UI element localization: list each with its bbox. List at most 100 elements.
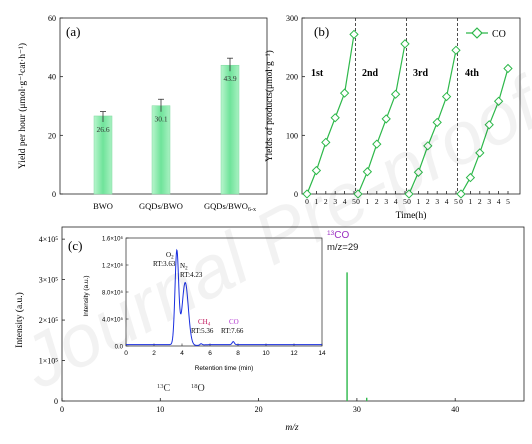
x-tick-label: 1 xyxy=(417,197,421,206)
panel-b-label: (b) xyxy=(314,24,329,39)
data-point xyxy=(330,113,340,123)
panel-a-ylabel: Yield per hour (μmol·g⁻¹cat·h⁻¹) xyxy=(17,43,28,169)
x-tick-label: 0 xyxy=(60,405,64,414)
peak-label-ch4: CH4 xyxy=(198,318,211,328)
data-point xyxy=(503,63,513,74)
panel-b-legend: CO xyxy=(466,27,506,40)
inset-x-tick-label: 14 xyxy=(318,350,326,357)
data-point xyxy=(321,137,331,148)
cycle-label: 4th xyxy=(465,68,479,79)
data-point xyxy=(465,172,476,183)
inset-ylabel: Intensity (a.u.) xyxy=(83,275,90,316)
x-tick-label: 20 xyxy=(255,405,263,414)
x-tick-label: 3 xyxy=(384,197,388,206)
data-point xyxy=(484,120,494,130)
inset-y-tick-label: 8.0×10⁵ xyxy=(102,290,124,297)
inset-x-tick-label: 2 xyxy=(152,350,156,357)
data-point xyxy=(400,39,410,49)
panel-b: (b) Yields of products(μmol·g⁻¹) Time(h)… xyxy=(264,14,521,221)
data-point xyxy=(302,189,312,199)
inset-x-tick-label: 10 xyxy=(262,350,270,357)
y-tick-label: 20 xyxy=(48,131,56,140)
panel-a-xlabels: BWO GQDs/BWO GQDs/BWO6-x xyxy=(93,201,256,213)
inset-yticks: 0.0 4.0×10⁵ 8.0×10⁵ 1.2×10⁶ 1.6×10⁶ xyxy=(102,236,129,351)
panel-c-peaks xyxy=(346,272,368,401)
series-line xyxy=(408,50,457,195)
x-tick-label: 40 xyxy=(451,405,459,414)
series-line xyxy=(357,43,406,195)
inset-x-tick-label: 8 xyxy=(236,350,240,357)
data-point xyxy=(339,88,350,98)
x-tick-label: 5 xyxy=(506,197,510,206)
x-tick-label: 0 xyxy=(407,197,411,206)
bar-value-label: 26.6 xyxy=(96,125,109,134)
x-category-label: GQDs/BWO6-x xyxy=(204,201,256,213)
panel-c-annotations: 13CO m/z=29 13C 18O xyxy=(157,230,358,394)
y-tick-label: 100 xyxy=(286,131,298,140)
panel-c-yticks: 0 1×10⁵ 2×10⁵ 3×10⁵ 4×10⁵ xyxy=(39,235,65,406)
x-tick-label: 1 xyxy=(315,197,319,206)
panel-c-frame xyxy=(61,226,525,402)
y-tick-label: 40 xyxy=(48,73,56,82)
y-tick-label: 0 xyxy=(52,190,56,199)
panel-b-cycle-labels: 1st 2nd 3rd 4th xyxy=(311,68,479,79)
x-tick-label: 5 xyxy=(454,197,458,206)
data-point xyxy=(390,89,401,99)
cycle-label: 1st xyxy=(311,68,324,79)
inset-x-tick-label: 0 xyxy=(124,350,128,357)
peak-rt-ch4: RT:5.36 xyxy=(191,327,214,335)
inset-chromatogram-line xyxy=(126,248,322,346)
peak-rt-n2: RT:4.23 xyxy=(180,271,203,279)
x-tick-label: 0 xyxy=(459,197,463,206)
x-tick-label: 2 xyxy=(426,197,430,206)
x-tick-label: 1 xyxy=(469,197,473,206)
x-tick-label: 2 xyxy=(375,197,379,206)
series-line xyxy=(306,34,355,195)
x-tick-label: 4 xyxy=(497,197,501,206)
x-tick-label: 5 xyxy=(352,197,356,206)
x-tick-label: 3 xyxy=(435,197,439,206)
panel-b-ylabel: Yields of products(μmol·g⁻¹) xyxy=(264,50,275,162)
data-point xyxy=(362,167,373,177)
y-tick-label: 2×10⁵ xyxy=(39,316,59,325)
panel-c-ylabel: Intensity (a.u.) xyxy=(14,292,25,348)
x-tick-label: 10 xyxy=(156,405,164,414)
x-tick-label: 0 xyxy=(305,197,309,206)
data-point xyxy=(441,91,452,102)
peak-label-o2: O2 xyxy=(166,251,174,261)
o18-label: 18O xyxy=(191,383,205,394)
inset-y-tick-label: 4.0×10⁵ xyxy=(102,317,124,324)
legend-marker xyxy=(471,27,483,39)
y-tick-label: 0 xyxy=(294,190,298,199)
x-tick-label: 4 xyxy=(394,197,398,206)
inset-y-tick-label: 1.6×10⁶ xyxy=(102,236,124,243)
inset-x-tick-label: 12 xyxy=(290,350,298,357)
y-tick-label: 1×10⁵ xyxy=(39,357,59,366)
y-tick-label: 3×10⁵ xyxy=(39,276,59,285)
panel-a: (a) Yield per hour (μmol·g⁻¹cat·h⁻¹) 0 20… xyxy=(17,14,268,213)
cycle-label: 2nd xyxy=(362,68,379,79)
data-point xyxy=(413,167,424,177)
data-point xyxy=(311,165,322,176)
data-point xyxy=(493,96,504,106)
inset-x-tick-label: 4 xyxy=(180,350,184,357)
x-category-label: BWO xyxy=(93,201,113,211)
bar-value-label: 43.9 xyxy=(223,74,236,83)
x-tick-label: 5 xyxy=(403,197,407,206)
x-tick-label: 2 xyxy=(478,197,482,206)
panel-a-label: (a) xyxy=(66,24,80,39)
panel-c-xticks: 0 10 20 30 40 xyxy=(60,398,459,414)
x-tick-label: 3 xyxy=(333,197,337,206)
y-tick-label: 200 xyxy=(286,73,298,82)
y-tick-label: 0 xyxy=(54,397,58,406)
data-point xyxy=(456,189,466,199)
y-tick-label: 60 xyxy=(48,14,56,23)
x-tick-label: 30 xyxy=(353,405,361,414)
peak-rt-co: RT:7.66 xyxy=(221,327,244,335)
data-point xyxy=(353,189,363,199)
panel-c-label: (c) xyxy=(68,238,82,253)
x-tick-label: 4 xyxy=(445,197,449,206)
panel-a-yticks: 0 20 40 60 xyxy=(48,14,63,199)
